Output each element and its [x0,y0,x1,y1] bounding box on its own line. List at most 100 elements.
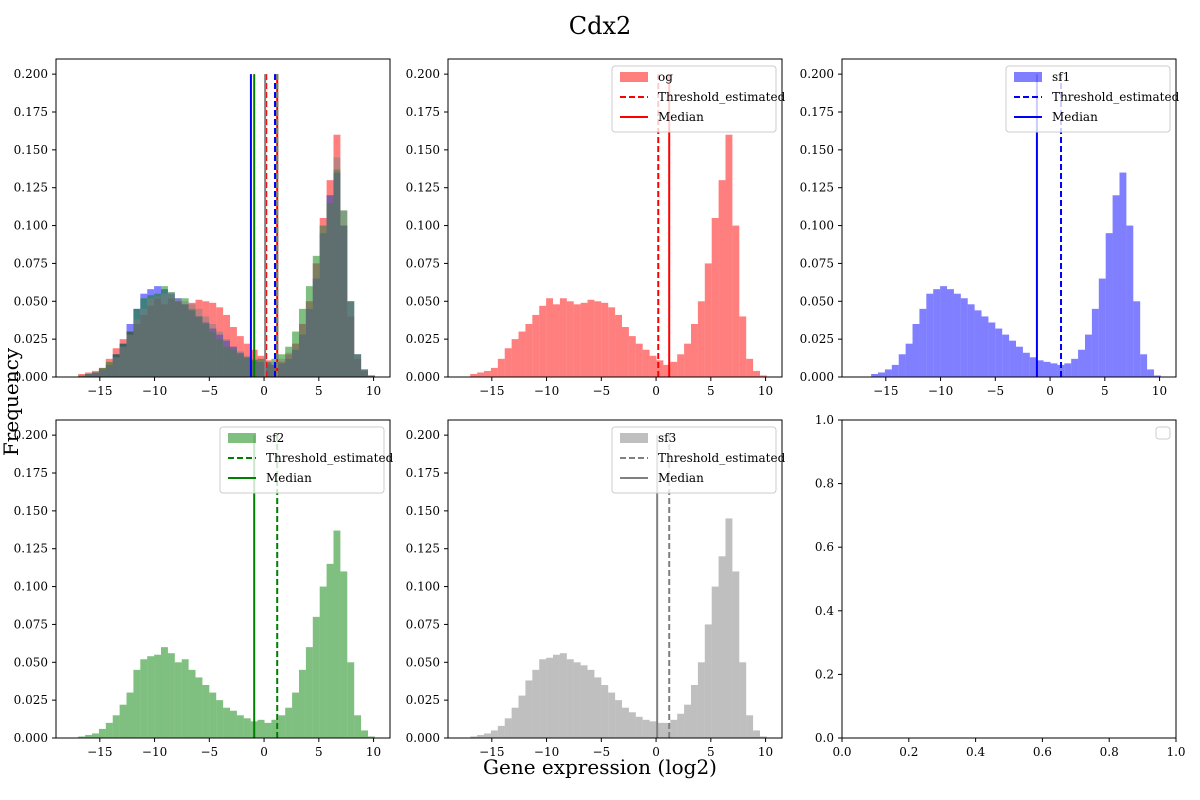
x-tick-label: −5 [592,745,610,759]
y-tick-label: 0.125 [800,181,834,195]
y-tick-label: 0.175 [406,105,440,119]
sf2-hist-bar [167,653,175,738]
y-tick-label: 0.175 [406,466,440,480]
sf3-hist-bar [504,718,512,738]
sf2-hist-bar [278,715,286,738]
overlay-sf3-hist-bar [161,293,168,377]
sf1-hist-bar [926,293,934,377]
y-tick-label: 0.125 [14,542,48,556]
axes-frame [447,419,783,739]
y-tick-label: 0.200 [406,428,440,442]
sf2-hist-bar [195,677,203,738]
sf2-hist-bar [209,692,217,738]
sf2-hist-bar [78,736,86,738]
legend-swatch [620,433,648,443]
sf1-hist-bar [1085,334,1092,377]
x-tick-label: −5 [200,745,218,759]
sf1-hist-bar [884,369,892,377]
overlay-sf3-hist-bar [367,375,375,377]
og-hist-bar [477,372,485,377]
legend-label: Median [266,471,312,485]
sf1-hist-bar [1029,357,1037,377]
x-tick-label: −10 [928,384,953,398]
legend-label: Median [658,110,704,124]
sf3-hist-bar [477,734,485,738]
sf1-hist-bar [967,304,975,377]
legend: og Threshold_estimated Median [611,65,786,133]
overlay-sf3-hist-bar [305,301,313,377]
y-tick-label: 0.200 [406,67,440,81]
axes-frame [841,58,1177,378]
subplot-og: −15 −10 −5 0 5 10 0.000 0.025 0.050 0.075 0.100 0.1… [406,58,786,398]
sf3-hist-bar [704,624,712,738]
og-hist-bar [691,324,698,377]
sf2-hist-bar [133,669,141,738]
legend: sf1 Threshold_estimated Median [1005,65,1180,133]
sf3-hist-bar [759,736,767,738]
sf3-hist-bar [670,719,678,738]
sf3-hist-bar [684,704,691,738]
sf3-hist-bar [594,677,602,738]
x-tick-label: 5 [315,384,323,398]
legend: sf3 Threshold_estimated Median [611,426,786,494]
og-hist-bar [628,336,636,377]
y-tick-label: 0.075 [406,617,440,631]
y-tick-label: 0.125 [14,181,48,195]
og-hist-bar [684,343,691,377]
y-tick-label: 0.150 [14,504,48,518]
sf1-hist-bar [953,293,961,377]
x-tick-label: −15 [87,384,112,398]
subplot-sf1: −15 −10 −5 0 5 10 0.000 0.025 0.050 0.075 0.100 0.1… [800,58,1180,398]
x-tick-label: −15 [87,745,112,759]
x-tick-label: −15 [873,384,898,398]
figure-y-axis-label: Frequency [0,347,23,456]
sf2-hist-bar [202,685,210,738]
y-tick-label: 0.100 [14,219,48,233]
sf3-hist-bar [539,659,547,738]
sf2-hist-bar [98,728,106,738]
og-hist-bar [559,298,567,377]
sf2-hist-bar [361,730,368,738]
overlay-sf3-hist-bar [78,375,86,377]
x-tick-label: −10 [142,384,167,398]
x-tick-label: 0.2 [899,745,918,759]
overlay-sf3-hist-bar [285,352,293,377]
overlay-sf3-hist-bar [340,210,348,377]
y-tick-label: 0.200 [14,428,48,442]
overlay-sf3-hist-bar [105,364,113,377]
sf3-hist-bar [711,586,719,738]
sf3-hist-bar [656,722,664,738]
y-tick-label: 0.000 [800,370,834,384]
subplot-overlay: −15 −10 −5 0 5 10 0.000 0.025 0.050 0.075 0.100 0.1… [14,58,391,398]
x-tick-label: 10 [1152,384,1167,398]
sf1-hist-bar [1050,363,1058,377]
sf3-hist-bar [484,733,491,738]
y-tick-label: 0.100 [406,580,440,594]
legend-label: Threshold_estimated [658,451,786,465]
overlay-sf3-hist-bar [271,361,279,377]
og-hist-bar [573,304,581,377]
og-hist-bar [663,364,671,377]
og-hist-bar [525,324,533,377]
y-tick-label: 0.2 [815,667,834,681]
y-tick-label: 0.150 [406,143,440,157]
sf1-hist-bar [1091,308,1099,377]
overlay-sf3-hist-bar [326,195,334,377]
overlay-sf3-hist-bar [98,369,106,377]
sf2-hist-bar [326,563,334,738]
sf1-hist-bar [1022,352,1030,377]
og-hist-bar [511,339,519,377]
sf2-hist-bar [223,707,231,738]
sf1-hist-bar [912,324,920,377]
og-hist-bar [725,134,733,377]
legend-label: Threshold_estimated [658,90,786,104]
og-hist-bar [601,302,609,377]
sf2-hist-bar [147,656,155,738]
sf3-hist-bar [615,700,623,738]
sf2-hist-bar [264,722,272,738]
overlay-sf3-hist-bar [140,308,148,377]
overlay-sf3-hist-bar [278,358,286,377]
y-tick-label: 0.0 [815,731,834,745]
y-tick-label: 0.200 [800,67,834,81]
y-tick-label: 0.150 [800,143,834,157]
